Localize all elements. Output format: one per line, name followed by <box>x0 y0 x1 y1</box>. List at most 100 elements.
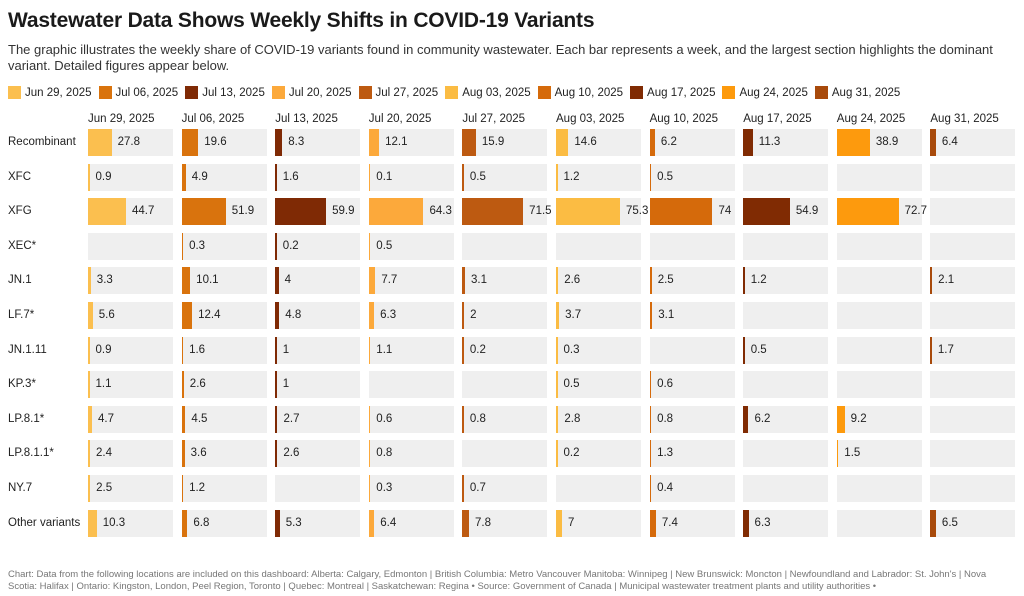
bar <box>462 129 476 156</box>
bar <box>649 509 656 537</box>
data-label: 0.6 <box>657 378 674 391</box>
bar <box>743 267 745 295</box>
data-label: 0.3 <box>563 343 580 356</box>
cell-background <box>368 475 454 502</box>
bar <box>556 163 558 191</box>
data-label: 2 <box>470 309 477 321</box>
data-label: 4.9 <box>191 170 208 183</box>
data-label: 0.2 <box>563 447 580 460</box>
cell-background <box>556 336 641 364</box>
cell-background <box>649 336 735 364</box>
data-label: 0.8 <box>469 412 486 425</box>
bar <box>368 129 380 156</box>
data-label: 4 <box>284 274 291 287</box>
cell-background <box>556 267 641 295</box>
bar <box>556 509 562 537</box>
column-header: Aug 31, 2025 <box>930 113 999 125</box>
bar <box>649 440 652 468</box>
legend-item: Aug 17, 2025 <box>630 86 715 99</box>
cell-background <box>836 475 922 502</box>
legend-swatch <box>722 86 736 99</box>
data-label: 2.1 <box>938 274 955 287</box>
bar <box>649 198 713 226</box>
chart-title: Wastewater Data Shows Weekly Shifts in C… <box>8 9 595 32</box>
bar <box>88 302 93 329</box>
bar <box>649 405 652 433</box>
bar <box>930 267 933 295</box>
data-label: 8.3 <box>288 136 305 148</box>
bar <box>368 475 371 502</box>
data-label: 2.5 <box>96 482 113 494</box>
cell-background <box>930 405 1016 433</box>
bar <box>88 129 112 156</box>
bar <box>743 509 749 537</box>
cell-background <box>930 440 1016 468</box>
data-label: 3.1 <box>658 309 675 321</box>
cell-background <box>930 302 1016 329</box>
data-label: 74 <box>718 205 732 218</box>
bar <box>368 163 371 191</box>
data-label: 4.7 <box>97 412 114 425</box>
data-label: 19.6 <box>204 136 227 148</box>
bar <box>556 371 558 399</box>
bar <box>275 509 280 537</box>
cell-background <box>181 302 267 329</box>
cell-background <box>743 475 829 502</box>
cell-background <box>836 302 922 329</box>
bar <box>181 129 199 156</box>
bar <box>88 509 97 537</box>
chart-subtitle: The graphic illustrates the weekly share… <box>8 42 993 73</box>
column-header: Jul 06, 2025 <box>181 113 245 125</box>
bar <box>181 163 186 191</box>
cell-background <box>930 129 1016 156</box>
legend-swatch <box>8 86 21 99</box>
data-label: 27.8 <box>117 136 141 148</box>
data-label: 15.9 <box>481 136 505 148</box>
cell-background <box>649 405 735 433</box>
data-label: 2.5 <box>657 274 674 287</box>
cell-background <box>556 163 641 191</box>
cell-background <box>275 129 361 156</box>
bar <box>649 129 655 156</box>
cell-background <box>743 440 829 468</box>
data-label: 2.4 <box>96 447 113 460</box>
data-label: 6.5 <box>941 516 958 529</box>
data-label: 1.2 <box>189 482 206 494</box>
cell-background <box>368 267 454 295</box>
data-label: 12.4 <box>198 309 221 321</box>
data-label: 0.7 <box>469 482 486 494</box>
data-label: 1 <box>282 343 290 356</box>
data-label: 1.7 <box>937 343 954 356</box>
legend-label: Aug 03, 2025 <box>462 86 531 99</box>
data-label: 12.1 <box>385 136 408 148</box>
cell-background <box>556 440 641 468</box>
data-label: 1.1 <box>376 343 393 356</box>
cell-background <box>930 163 1016 191</box>
cell-background <box>462 336 548 364</box>
column-header: Aug 10, 2025 <box>649 113 719 125</box>
cell-background <box>743 509 829 537</box>
cell-background <box>181 232 267 260</box>
cell-background <box>368 371 454 399</box>
data-label: 14.6 <box>574 136 597 148</box>
data-label: 6.2 <box>754 412 771 425</box>
data-label: 75.3 <box>626 205 649 218</box>
cell-background <box>930 267 1016 295</box>
legend-swatch <box>537 86 551 99</box>
cell-background <box>88 509 173 537</box>
cell-background <box>649 129 735 156</box>
cell-background <box>556 302 641 329</box>
cell-background <box>836 336 922 364</box>
cell-background <box>275 302 361 329</box>
cell-background <box>556 232 641 260</box>
bar <box>743 405 749 433</box>
data-label: 7.4 <box>661 516 678 529</box>
cell-background <box>930 509 1016 537</box>
bar <box>556 198 620 226</box>
cell-background <box>462 302 548 329</box>
bar <box>556 302 560 329</box>
bar <box>368 267 376 295</box>
data-label: 2.7 <box>283 412 300 425</box>
bar <box>836 440 839 468</box>
row-label: XFC <box>8 170 31 183</box>
